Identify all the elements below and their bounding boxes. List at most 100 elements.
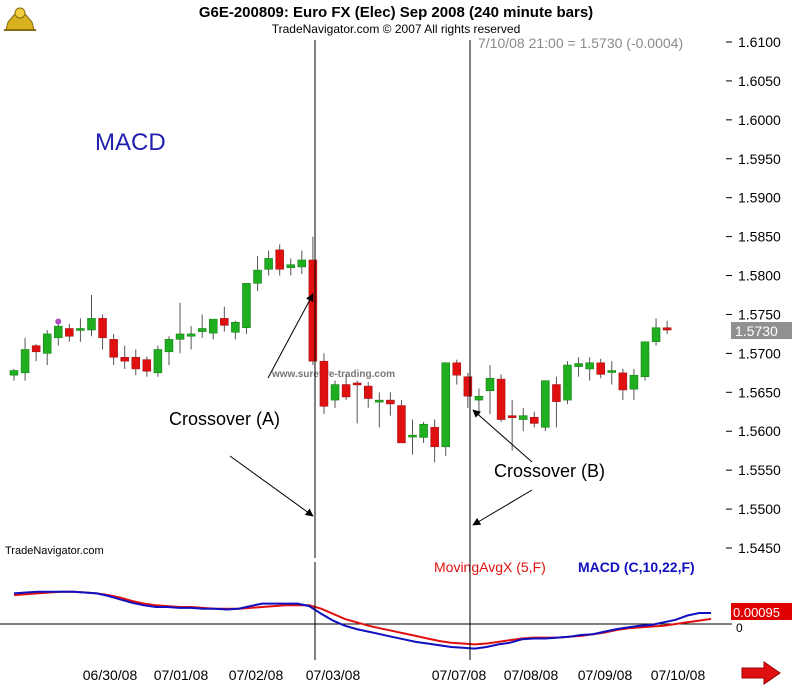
candle	[131, 349, 141, 376]
candle-body	[463, 376, 473, 397]
candle-body	[131, 357, 141, 370]
candle-body	[530, 416, 539, 424]
arrow-b-upper	[472, 409, 533, 463]
scroll-right-arrow-icon[interactable]	[741, 661, 781, 685]
candle-body	[209, 318, 218, 334]
arrow-a-upper	[267, 293, 314, 379]
candle-body	[197, 328, 207, 332]
candle	[552, 376, 561, 428]
macd-value-tag	[731, 603, 792, 620]
y-tick-label: 1.5550	[738, 462, 781, 478]
candle	[120, 345, 129, 369]
candle-body	[430, 427, 439, 448]
y-tick-label: 1.5500	[738, 501, 781, 517]
candle-body	[386, 399, 395, 405]
watermark: www.surefire-trading.com	[271, 369, 395, 380]
candle	[629, 368, 639, 401]
candle	[220, 306, 229, 332]
y-tick-label: 1.5900	[738, 190, 781, 206]
candle	[330, 380, 340, 408]
candle	[209, 318, 218, 340]
candle	[651, 318, 661, 346]
candle-body	[31, 345, 41, 353]
candle	[319, 353, 329, 415]
candle-body	[496, 378, 506, 420]
trade-navigator-logo-icon[interactable]	[4, 7, 36, 31]
candle-body	[607, 370, 617, 373]
candle-body	[574, 363, 583, 367]
candle-body	[186, 333, 196, 337]
candle	[397, 400, 406, 444]
last-price-label: 1.5730	[735, 323, 778, 339]
candle	[175, 302, 185, 354]
candle	[31, 344, 41, 362]
candle	[541, 380, 550, 432]
candle-body	[9, 370, 19, 376]
candle	[640, 341, 650, 381]
candle	[87, 295, 96, 337]
candle-body	[242, 283, 251, 328]
macd-line	[13, 590, 711, 650]
candle-body	[518, 415, 528, 420]
y-tick-label: 1.5650	[738, 384, 781, 400]
candle-body	[253, 269, 262, 284]
candle-body	[441, 362, 450, 448]
candle	[618, 368, 628, 401]
candle-body	[408, 434, 417, 438]
candle-body	[109, 339, 118, 358]
x-tick-label: 07/03/08	[306, 667, 361, 683]
candle-body	[552, 384, 561, 402]
candle	[585, 357, 594, 381]
last-price-tag	[731, 322, 792, 340]
candle-body	[275, 249, 284, 270]
candle-body	[153, 349, 163, 374]
candle-body	[330, 384, 340, 401]
candle-body	[76, 328, 85, 331]
candle-body	[341, 384, 351, 398]
candle-body	[142, 359, 152, 372]
candle-body	[397, 405, 406, 444]
candle	[9, 368, 19, 381]
chart-title: G6E-200809: Euro FX (Elec) Sep 2008 (240…	[199, 4, 593, 21]
candle	[76, 318, 85, 342]
price-axis: 1.6100 1.6050 1.6000 1.5950 1.5900 1.5850 1.58…	[726, 34, 792, 556]
candle	[496, 374, 506, 422]
candle	[153, 345, 163, 377]
candle-body	[474, 395, 484, 401]
candle	[518, 407, 528, 432]
candle-body	[452, 362, 462, 376]
candle	[441, 362, 450, 457]
candle-body	[65, 328, 74, 337]
candle	[341, 374, 351, 401]
candle	[109, 333, 118, 366]
candle-body	[164, 339, 174, 353]
candle	[662, 320, 672, 334]
y-tick-label: 1.5800	[738, 268, 781, 284]
candle-body	[297, 259, 307, 268]
candle	[408, 419, 417, 455]
candle-body	[231, 321, 240, 333]
macd-value-label: 0.00095	[733, 605, 780, 620]
candle	[596, 358, 605, 379]
y-tick-label: 1.5600	[738, 423, 781, 439]
candle	[563, 361, 572, 404]
y-tick-label: 1.6050	[738, 73, 781, 89]
candle-body	[20, 349, 30, 374]
candle	[507, 400, 517, 451]
copyright-text: TradeNavigator.com © 2007 All rights res…	[272, 22, 521, 36]
candle	[164, 336, 174, 366]
candle	[253, 256, 262, 292]
candle	[231, 320, 240, 340]
candle-body	[319, 360, 329, 407]
candle	[42, 330, 52, 366]
candle-body	[618, 372, 628, 391]
candle-body	[120, 357, 129, 362]
candle-body	[54, 325, 63, 339]
crossover-a-label: Crossover (A)	[169, 409, 280, 429]
candle-body	[485, 378, 495, 392]
x-tick-label: 07/09/08	[578, 667, 633, 683]
x-tick-label: 07/07/08	[432, 667, 487, 683]
arrow-a-lower	[229, 455, 314, 517]
candle-body	[507, 415, 517, 418]
